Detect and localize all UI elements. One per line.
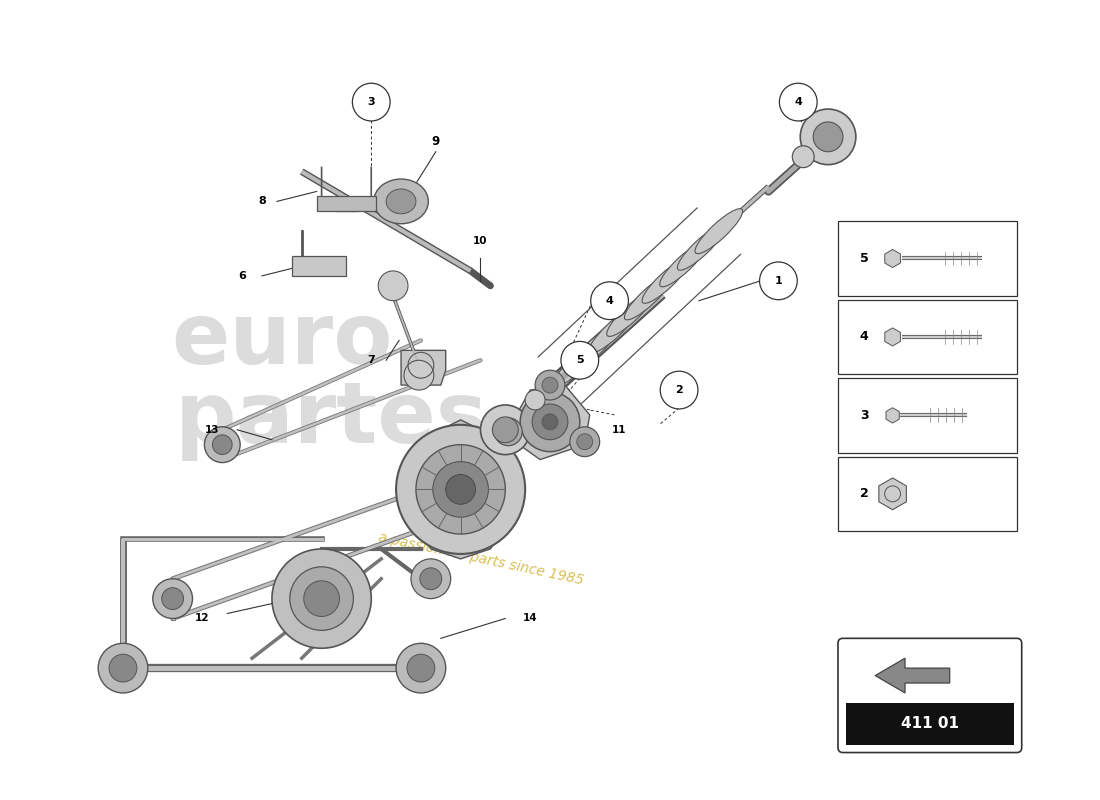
Circle shape <box>525 390 544 410</box>
Bar <box>846 703 1014 745</box>
Circle shape <box>162 588 184 610</box>
Text: 4: 4 <box>860 330 869 343</box>
Ellipse shape <box>695 209 743 254</box>
Circle shape <box>561 342 598 379</box>
Bar <box>292 256 346 276</box>
Ellipse shape <box>678 226 725 270</box>
Ellipse shape <box>536 358 584 402</box>
Polygon shape <box>884 328 901 346</box>
Circle shape <box>378 271 408 301</box>
Circle shape <box>446 474 475 504</box>
Circle shape <box>404 360 433 390</box>
Text: euro: euro <box>172 299 393 382</box>
Circle shape <box>416 445 505 534</box>
Bar <box>838 300 1016 374</box>
Circle shape <box>759 262 797 300</box>
Circle shape <box>420 568 442 590</box>
Circle shape <box>432 462 488 517</box>
Circle shape <box>813 122 843 152</box>
Ellipse shape <box>625 275 672 320</box>
Text: 3: 3 <box>367 97 375 107</box>
Circle shape <box>520 392 580 452</box>
Text: 11: 11 <box>613 425 627 434</box>
Circle shape <box>591 282 628 319</box>
Circle shape <box>352 83 390 121</box>
Circle shape <box>494 418 522 446</box>
Text: a passion for parts since 1985: a passion for parts since 1985 <box>376 530 584 587</box>
Polygon shape <box>886 408 899 423</box>
Bar <box>317 197 376 211</box>
Circle shape <box>212 435 232 454</box>
Text: 4: 4 <box>794 97 802 107</box>
Ellipse shape <box>642 258 690 303</box>
Ellipse shape <box>571 325 619 370</box>
Text: 8: 8 <box>258 196 266 206</box>
Circle shape <box>396 425 525 554</box>
Polygon shape <box>876 658 949 693</box>
Circle shape <box>109 654 136 682</box>
Polygon shape <box>402 420 520 559</box>
Text: 9: 9 <box>431 135 440 148</box>
Circle shape <box>98 643 147 693</box>
Text: 6: 6 <box>239 271 246 281</box>
Text: 1: 1 <box>774 276 782 286</box>
Circle shape <box>576 434 593 450</box>
Circle shape <box>801 109 856 165</box>
Text: 4: 4 <box>606 296 614 306</box>
Polygon shape <box>879 478 906 510</box>
Ellipse shape <box>607 291 654 337</box>
Circle shape <box>407 654 434 682</box>
FancyBboxPatch shape <box>838 638 1022 753</box>
Text: 14: 14 <box>522 614 538 623</box>
Circle shape <box>272 549 372 648</box>
Text: 2: 2 <box>860 487 869 500</box>
Text: 5: 5 <box>860 252 869 265</box>
Polygon shape <box>505 385 590 459</box>
Circle shape <box>535 370 565 400</box>
Circle shape <box>542 377 558 393</box>
Circle shape <box>532 404 568 440</box>
Ellipse shape <box>386 189 416 214</box>
Circle shape <box>481 405 530 454</box>
Text: 411 01: 411 01 <box>901 716 959 731</box>
Circle shape <box>205 427 240 462</box>
Circle shape <box>792 146 814 168</box>
Ellipse shape <box>374 179 428 224</box>
Circle shape <box>289 567 353 630</box>
Text: 7: 7 <box>367 355 375 366</box>
Circle shape <box>153 578 192 618</box>
Circle shape <box>542 414 558 430</box>
Circle shape <box>493 417 518 442</box>
Polygon shape <box>884 250 901 267</box>
Ellipse shape <box>553 341 602 386</box>
Text: 13: 13 <box>205 425 220 434</box>
Text: 5: 5 <box>576 355 584 366</box>
Text: 2: 2 <box>675 385 683 395</box>
Text: 3: 3 <box>860 409 869 422</box>
Bar <box>838 378 1016 453</box>
Circle shape <box>570 427 600 457</box>
Text: 10: 10 <box>473 236 487 246</box>
Bar <box>838 222 1016 296</box>
Text: 12: 12 <box>195 614 210 623</box>
Circle shape <box>396 643 446 693</box>
Circle shape <box>660 371 698 409</box>
Ellipse shape <box>590 308 637 353</box>
Circle shape <box>411 559 451 598</box>
Circle shape <box>780 83 817 121</box>
Bar <box>838 457 1016 531</box>
Ellipse shape <box>660 242 707 286</box>
Text: partes: partes <box>175 378 488 462</box>
Circle shape <box>304 581 340 617</box>
Polygon shape <box>402 350 446 385</box>
